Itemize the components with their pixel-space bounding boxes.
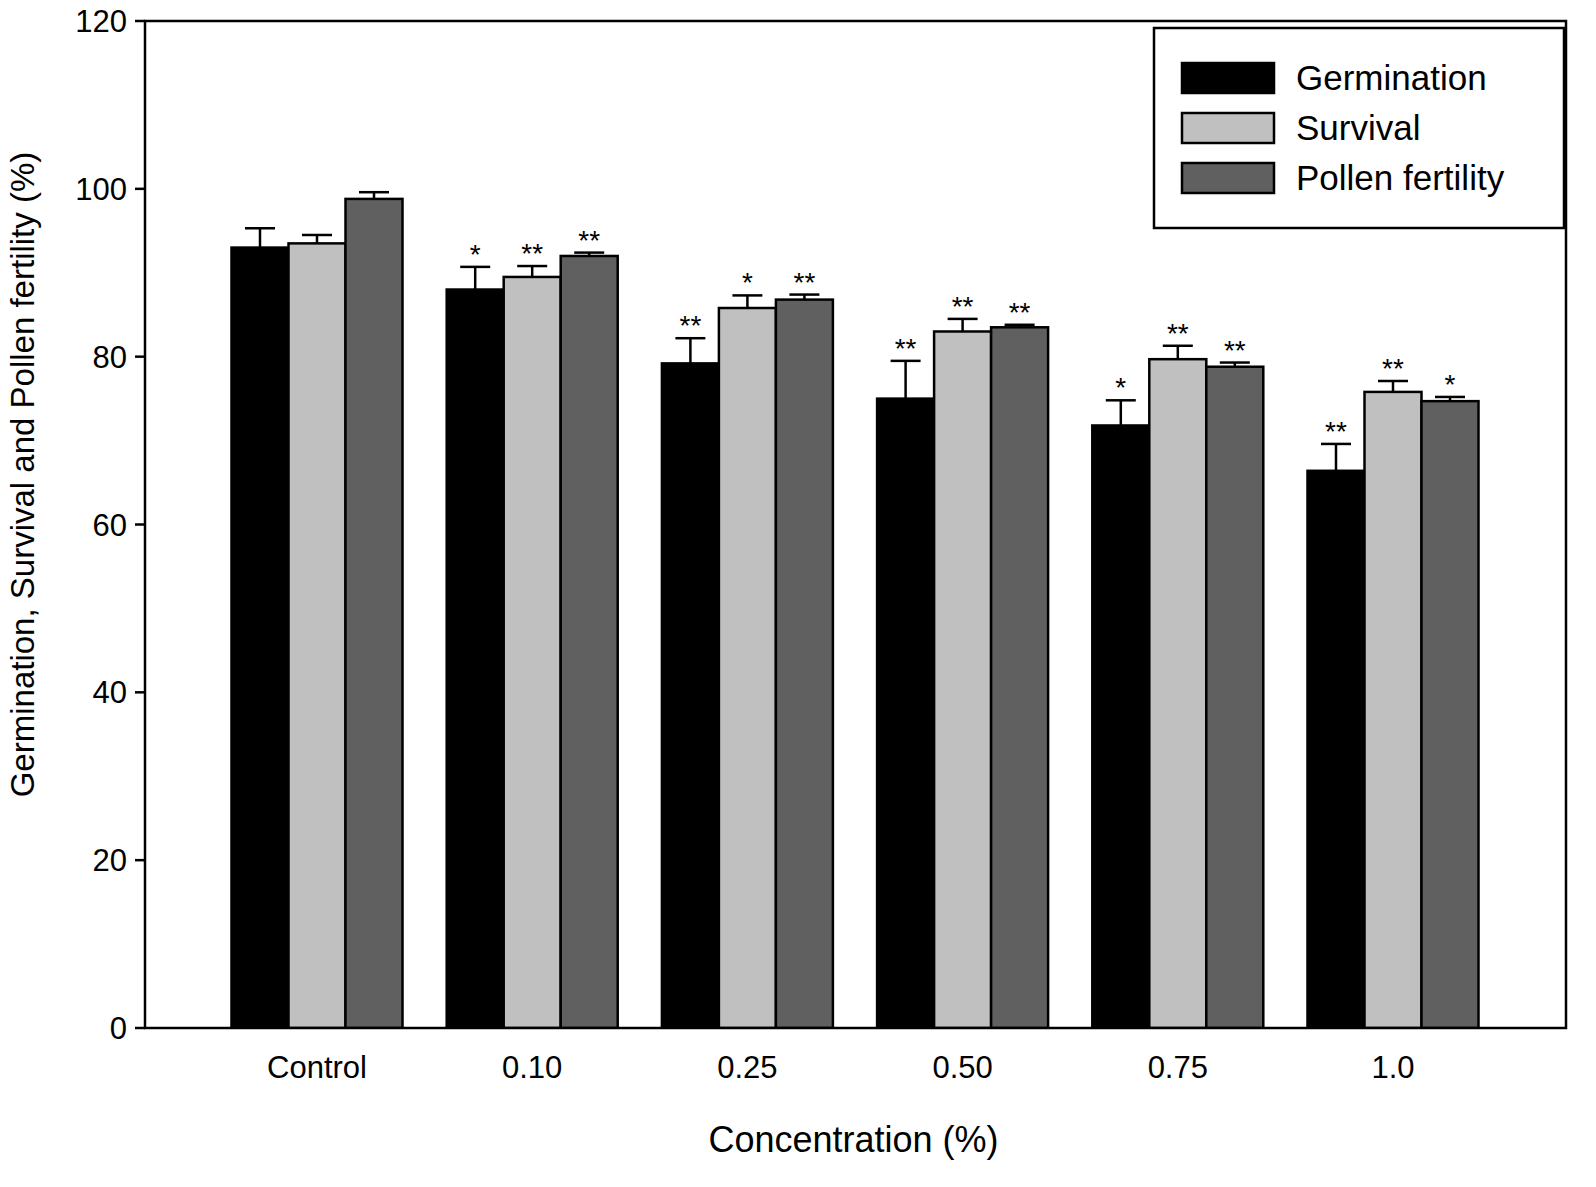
error-bar — [359, 192, 389, 199]
x-tick-label: 0.50 — [932, 1050, 992, 1085]
error-cap — [245, 227, 275, 230]
bar — [1206, 367, 1263, 1028]
significance: * — [470, 239, 481, 270]
error-bar — [302, 235, 332, 243]
error-stem — [1335, 444, 1338, 471]
error-bar — [891, 361, 921, 399]
y-tick-label: 0 — [110, 1011, 127, 1046]
error-bar — [675, 338, 705, 363]
bar — [776, 300, 833, 1028]
x-tick-label: 0.25 — [717, 1050, 777, 1085]
significance: ** — [1167, 318, 1189, 349]
legend-swatch — [1182, 163, 1274, 193]
bar — [289, 243, 346, 1028]
y-tick-label: 100 — [75, 172, 127, 207]
chart: **************************02040608010012… — [0, 0, 1596, 1187]
bar — [719, 308, 776, 1028]
significance: ** — [1382, 353, 1404, 384]
significance: ** — [1224, 335, 1246, 366]
legend-swatch — [1182, 113, 1274, 143]
error-bar — [1321, 444, 1351, 471]
error-stem — [689, 338, 692, 363]
x-axis-label: Concentration (%) — [708, 1119, 998, 1160]
bar — [662, 363, 719, 1028]
y-tick-label: 120 — [75, 4, 127, 39]
significance: ** — [1325, 416, 1347, 447]
significance: ** — [680, 310, 702, 341]
bar — [934, 331, 991, 1028]
error-stem — [316, 235, 319, 243]
significance: ** — [521, 238, 543, 269]
legend-swatch — [1182, 63, 1274, 93]
legend-label: Germination — [1296, 58, 1487, 97]
y-tick-label: 80 — [93, 340, 127, 375]
y-tick-label: 60 — [93, 508, 127, 543]
y-tick — [135, 523, 145, 526]
bar — [1422, 401, 1479, 1028]
legend-label: Survival — [1296, 108, 1420, 147]
x-tick-label: 0.10 — [502, 1050, 562, 1085]
error-bar — [1106, 400, 1136, 425]
significance: ** — [578, 225, 600, 256]
x-tick-label: 1.0 — [1371, 1050, 1414, 1085]
error-stem — [474, 267, 477, 290]
legend-label: Pollen fertility — [1296, 158, 1505, 197]
significance: * — [742, 267, 753, 298]
y-tick — [135, 188, 145, 191]
frame — [145, 21, 1566, 1028]
bar — [1149, 359, 1206, 1028]
x-axis: Control 0.10 0.25 0.50 0.75 1.0 — [267, 1050, 1415, 1085]
y-tick — [135, 355, 145, 358]
significance: * — [1115, 372, 1126, 403]
bar — [346, 199, 403, 1028]
y-tick-label: 20 — [93, 843, 127, 878]
bar — [991, 327, 1048, 1028]
bar — [1308, 471, 1365, 1028]
error-stem — [259, 228, 262, 247]
bar — [232, 248, 289, 1028]
y-tick — [135, 859, 145, 862]
error-stem — [1120, 400, 1123, 425]
significance: ** — [1009, 297, 1031, 328]
y-tick — [135, 1027, 145, 1030]
bar — [877, 399, 934, 1028]
bar — [561, 256, 618, 1028]
y-tick — [135, 691, 145, 694]
x-tick-label: 0.75 — [1148, 1050, 1208, 1085]
y-axis: 0 20 40 60 80 100 120 — [75, 4, 145, 1046]
significance: ** — [794, 267, 816, 298]
bar — [1365, 392, 1422, 1028]
significance: * — [1445, 369, 1456, 400]
y-tick-label: 40 — [93, 675, 127, 710]
significance: ** — [952, 291, 974, 322]
x-tick-label: Control — [267, 1050, 367, 1085]
error-stem — [904, 361, 907, 399]
bars — [232, 192, 1479, 1028]
bar — [504, 277, 561, 1028]
error-bar — [460, 267, 490, 290]
bar — [1092, 425, 1149, 1028]
y-axis-label: Germination, Survival and Pollen fertili… — [4, 152, 41, 798]
error-cap — [359, 191, 389, 194]
error-cap — [302, 234, 332, 237]
legend-box — [1154, 28, 1564, 228]
legend: Germination Survival Pollen fertility — [1154, 28, 1564, 228]
bar — [447, 290, 504, 1028]
error-bar — [245, 228, 275, 247]
y-tick — [135, 20, 145, 23]
significance: ** — [895, 333, 917, 364]
annotations: ************************** — [470, 225, 1456, 447]
